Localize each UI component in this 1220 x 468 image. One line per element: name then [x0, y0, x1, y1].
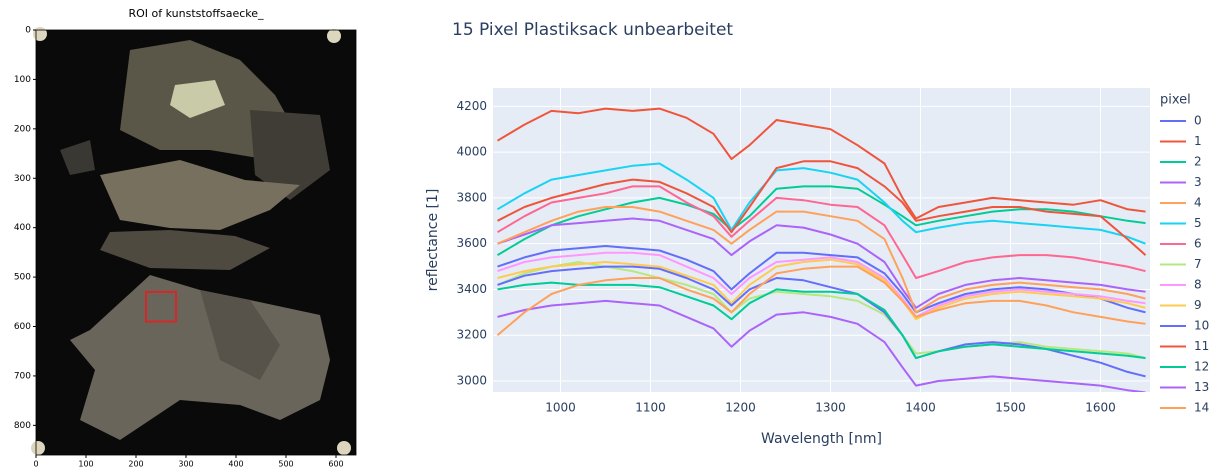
chart-title: 15 Pixel Plastiksack unbearbeitet [452, 20, 733, 40]
x-axis-label: Wavelength [nm] [761, 431, 882, 447]
image-marker [31, 441, 45, 455]
x-tick-label: 1000 [545, 401, 576, 415]
page: ROI of kunststoffsaecke_0100200300400500… [0, 0, 1220, 468]
x-tick-label: 300 [178, 460, 193, 468]
legend-label: 1 [1194, 134, 1202, 148]
y-tick-label: 800 [14, 421, 31, 431]
x-tick-label: 500 [278, 460, 293, 468]
y-tick-label: 400 [14, 223, 31, 233]
x-tick-label: 200 [128, 460, 143, 468]
x-tick-label: 400 [228, 460, 243, 468]
legend-label: 12 [1194, 360, 1209, 374]
y-tick-label: 3000 [456, 374, 487, 388]
x-tick-label: 1300 [815, 401, 846, 415]
legend-label: 4 [1194, 196, 1202, 210]
y-tick-label: 4000 [456, 145, 487, 159]
y-tick-label: 3800 [456, 190, 487, 204]
legend-label: 3 [1194, 175, 1202, 189]
y-axis-label: reflectance [1] [425, 189, 441, 292]
y-tick-label: 3200 [456, 328, 487, 342]
y-tick-label: 600 [14, 322, 31, 332]
x-tick-label: 1200 [725, 401, 756, 415]
legend-label: 7 [1194, 257, 1202, 271]
y-tick-label: 700 [14, 371, 31, 381]
y-tick-label: 500 [14, 273, 31, 283]
legend-label: 14 [1194, 401, 1209, 415]
y-tick-label: 4200 [456, 99, 487, 113]
legend-label: 6 [1194, 237, 1202, 251]
image-marker [33, 27, 47, 41]
legend-label: 10 [1194, 319, 1209, 333]
image-marker [337, 441, 351, 455]
x-tick-label: 1400 [905, 401, 936, 415]
legend-label: 2 [1194, 155, 1202, 169]
legend-label: 0 [1194, 114, 1202, 128]
x-tick-label: 1600 [1085, 401, 1116, 415]
legend-label: 11 [1194, 339, 1209, 353]
legend-label: 9 [1194, 298, 1202, 312]
image-marker [327, 29, 341, 43]
x-tick-label: 0 [33, 460, 38, 468]
x-tick-label: 100 [78, 460, 93, 468]
y-tick-label: 3600 [456, 236, 487, 250]
y-tick-label: 100 [14, 75, 31, 85]
legend-label: 5 [1194, 216, 1202, 230]
chart: ROI of kunststoffsaecke_0100200300400500… [0, 0, 1220, 468]
y-tick-label: 200 [14, 124, 31, 134]
y-tick-label: 300 [14, 174, 31, 184]
chart-title: ROI of kunststoffsaecke_ [128, 7, 264, 20]
y-tick-label: 3400 [456, 282, 487, 296]
x-tick-label: 600 [328, 460, 343, 468]
y-tick-label: 0 [25, 26, 31, 36]
x-tick-label: 1500 [995, 401, 1026, 415]
image-area [31, 27, 356, 455]
legend-title: pixel [1160, 93, 1191, 108]
x-tick-label: 1100 [635, 401, 666, 415]
legend-label: 13 [1194, 380, 1209, 394]
legend-label: 8 [1194, 278, 1202, 292]
